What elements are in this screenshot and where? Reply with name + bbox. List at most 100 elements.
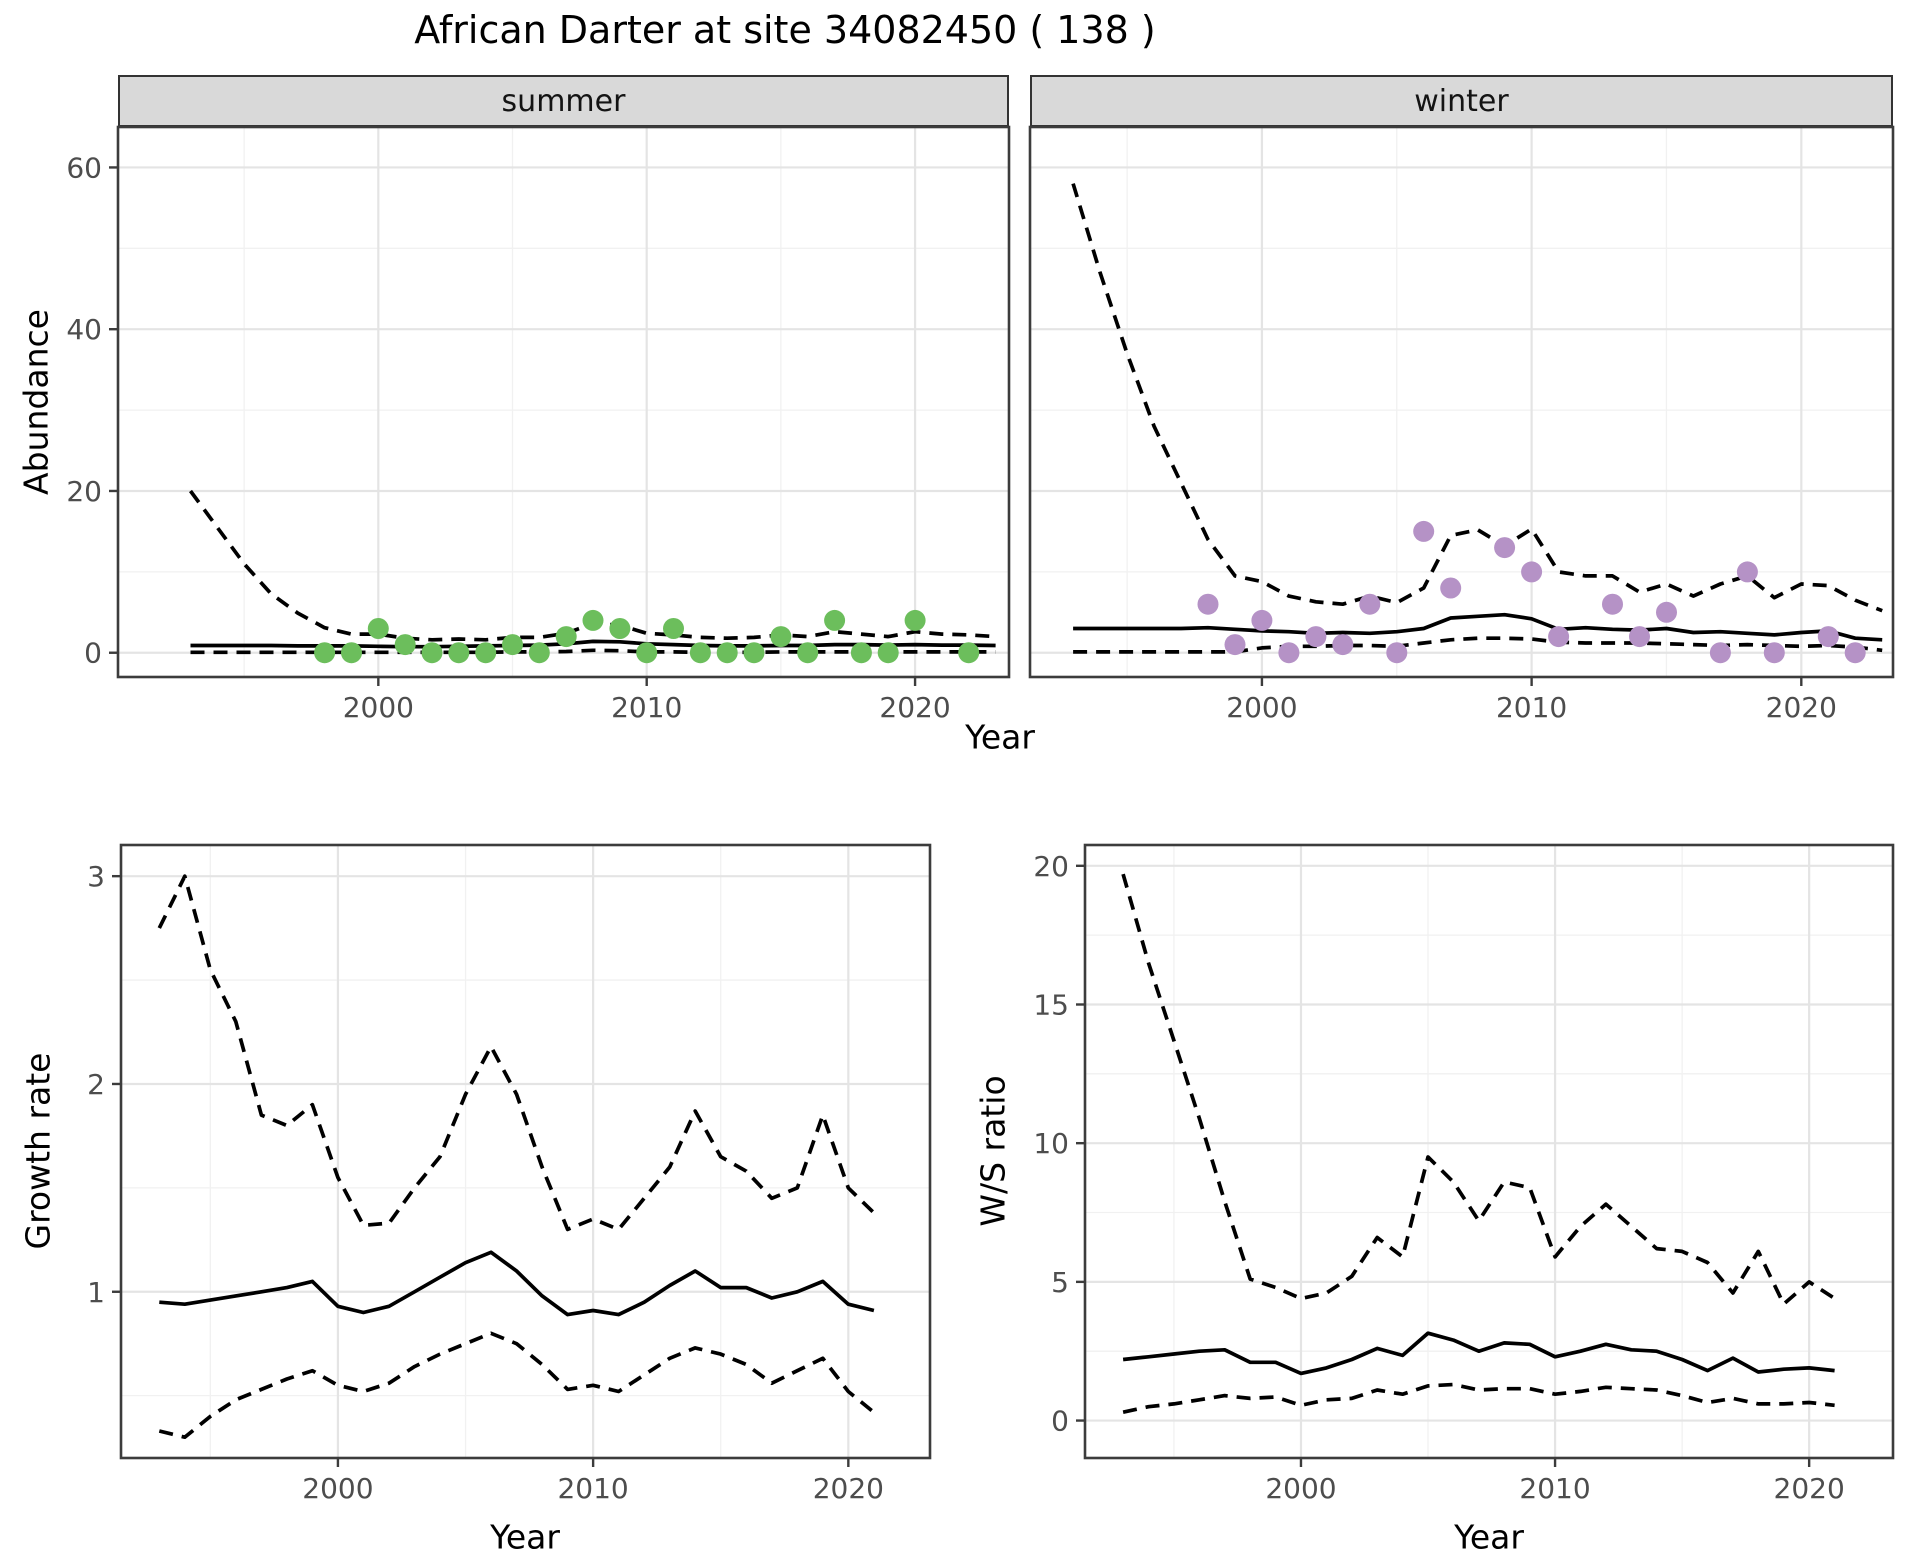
panel-border xyxy=(1083,843,1895,1460)
plot-title: African Darter at site 34082450 ( 138 ) xyxy=(414,8,1156,52)
data-point xyxy=(663,618,684,639)
fitted-median-line xyxy=(1073,612,1883,642)
x-tick-label: 2010 xyxy=(611,691,682,724)
panel-summer: 2000 2010 2020 0 20 40 60 xyxy=(66,125,1011,724)
ci-upper-line xyxy=(1121,873,1836,1306)
data-point xyxy=(609,618,631,639)
data-point xyxy=(797,642,819,664)
data-point xyxy=(1844,642,1866,664)
panel-winter: 2000 2010 2020 xyxy=(1028,125,1895,724)
data-point xyxy=(475,642,497,664)
data-point xyxy=(448,642,470,664)
data-point xyxy=(1763,642,1785,664)
data-point xyxy=(1709,642,1731,664)
x-tick-label: 2020 xyxy=(813,1472,884,1505)
y-tick-label: 5 xyxy=(1051,1266,1069,1299)
y-tick-label: 40 xyxy=(66,313,102,346)
panel-background xyxy=(121,845,930,1458)
data-point xyxy=(1548,626,1570,648)
data-point xyxy=(1413,520,1435,542)
y-tick-label: 0 xyxy=(84,637,102,670)
ci-upper-line xyxy=(1071,183,1883,613)
top-year-axis-title: Year xyxy=(965,717,1035,757)
data-point xyxy=(1440,577,1462,599)
panel-border xyxy=(116,125,1011,679)
y-tick-label: 20 xyxy=(1033,850,1069,883)
facet-strip-winter: winter xyxy=(1030,75,1893,127)
data-point xyxy=(341,642,362,664)
x-tick-label: 2000 xyxy=(343,691,414,724)
y-tick-label: 3 xyxy=(87,860,105,893)
data-point xyxy=(1278,642,1300,664)
facet-strip-label: winter xyxy=(1414,83,1509,119)
data-point xyxy=(1197,593,1219,615)
data-point xyxy=(1736,561,1758,583)
data-point xyxy=(314,642,336,664)
y-tick-label: 1 xyxy=(87,1276,105,1309)
data-point xyxy=(1656,601,1677,623)
data-point xyxy=(689,642,711,664)
data-point xyxy=(824,609,846,631)
data-point xyxy=(1494,537,1516,559)
data-point xyxy=(1602,593,1623,615)
x-tick-label: 2020 xyxy=(879,691,950,724)
data-point xyxy=(367,618,389,639)
data-point xyxy=(1629,626,1650,648)
data-point xyxy=(1305,626,1327,648)
y-tick-label: 10 xyxy=(1033,1127,1069,1160)
y-tick-label: 2 xyxy=(87,1068,105,1101)
ci-lower-line xyxy=(158,1331,876,1440)
data-point xyxy=(394,634,416,656)
data-point xyxy=(1224,634,1246,656)
panel-border xyxy=(1028,125,1895,679)
data-point xyxy=(636,642,658,664)
panel-background xyxy=(1030,127,1893,677)
data-point xyxy=(1332,634,1354,656)
panel-border xyxy=(119,843,932,1460)
y-tick-label: 60 xyxy=(66,151,102,184)
ci-lower-line xyxy=(1073,636,1883,654)
data-point xyxy=(743,642,765,664)
data-point xyxy=(958,642,980,664)
data-point xyxy=(502,634,523,656)
median-line xyxy=(159,1250,875,1317)
x-tick-label: 2010 xyxy=(1496,691,1567,724)
median-line xyxy=(1122,1331,1835,1376)
growth-year-axis-title: Year xyxy=(490,1517,560,1557)
x-tick-label: 2000 xyxy=(1226,691,1297,724)
panel-ws: 2000 2010 2020 0 5 10 15 20 xyxy=(1033,843,1895,1505)
data-point xyxy=(1521,561,1543,583)
x-tick-label: 2010 xyxy=(557,1472,628,1505)
panel-growth: 2000 2010 2020 1 2 3 xyxy=(87,843,932,1505)
data-point xyxy=(1817,626,1839,648)
ws-year-axis-title: Year xyxy=(1454,1517,1524,1557)
panel-background xyxy=(118,127,1009,677)
x-tick-label: 2020 xyxy=(1774,1472,1845,1505)
x-tick-label: 2000 xyxy=(1265,1472,1336,1505)
ci-lower-line xyxy=(1122,1382,1835,1415)
data-point xyxy=(555,626,577,648)
data-point xyxy=(582,609,604,631)
data-point xyxy=(716,642,738,664)
facet-strip-label: summer xyxy=(501,83,626,119)
x-tick-label: 2020 xyxy=(1766,691,1837,724)
y-tick-label: 15 xyxy=(1033,988,1069,1021)
data-point xyxy=(850,642,872,664)
ci-upper-line xyxy=(157,874,876,1232)
data-point xyxy=(528,642,550,664)
data-point xyxy=(421,642,443,664)
data-point xyxy=(877,642,899,664)
data-point xyxy=(1386,642,1408,664)
x-tick-label: 2010 xyxy=(1519,1472,1590,1505)
panel-background xyxy=(1085,845,1893,1458)
data-point xyxy=(770,626,792,648)
y-tick-label: 20 xyxy=(66,475,102,508)
x-tick-label: 2000 xyxy=(302,1472,373,1505)
y-tick-label: 0 xyxy=(1051,1405,1069,1438)
data-point xyxy=(1359,593,1381,615)
data-point xyxy=(904,609,926,631)
data-point xyxy=(1251,609,1273,631)
facet-strip-summer: summer xyxy=(118,75,1009,127)
